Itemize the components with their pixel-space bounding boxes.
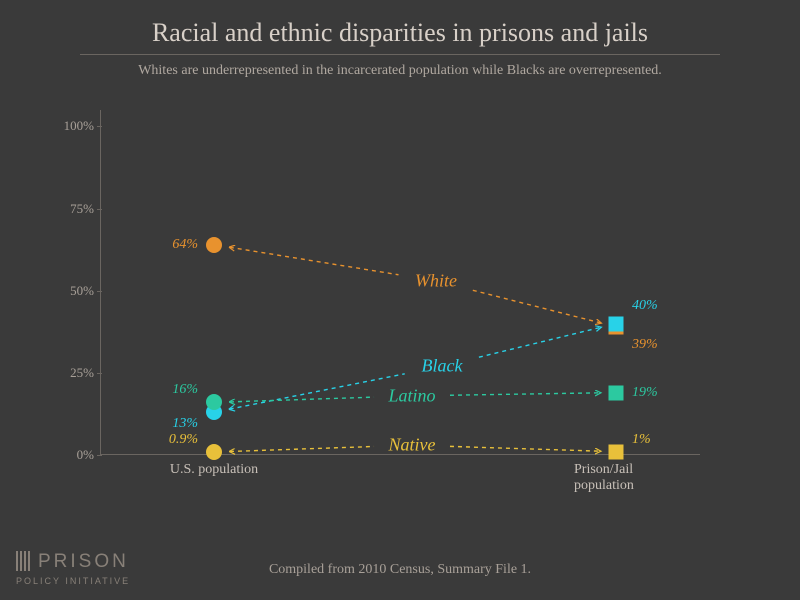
y-tick: 0% [50,447,94,463]
value-label: 40% [632,298,658,314]
value-label: 39% [632,337,658,353]
x-label: U.S. population [170,462,258,478]
marker-right-latino [609,385,624,400]
value-label: 0.9% [169,432,198,448]
y-tick: 50% [50,283,94,299]
marker-right-black [609,316,624,331]
slope-chart: 0%25%50%75%100%U.S. populationPrison/Jai… [100,110,700,490]
logo-bars-icon [16,551,32,575]
y-tick: 75% [50,201,94,217]
value-label: 1% [632,432,651,448]
logo-line2: POLICY INITIATIVE [16,577,130,586]
value-label: 64% [172,237,198,253]
chart-title: Racial and ethnic disparities in prisons… [0,0,800,48]
y-axis [100,110,101,455]
chart-subtitle: Whites are underrepresented in the incar… [0,63,800,79]
logo: PRISON POLICY INITIATIVE [16,551,130,586]
value-label: 16% [172,382,198,398]
plot-area: 0%25%50%75%100%U.S. populationPrison/Jai… [100,110,700,455]
value-label: 13% [172,416,198,432]
series-label-white: White [415,270,457,291]
marker-left-white [206,237,222,253]
series-label-native: Native [389,435,436,456]
series-label-latino: Latino [388,385,435,406]
logo-line1: PRISON [38,551,129,572]
marker-left-latino [206,394,222,410]
y-tick: 25% [50,365,94,381]
x-label: Prison/Jail population [574,462,658,494]
marker-left-native [206,444,222,460]
title-underline [80,54,720,55]
series-label-black: Black [422,356,463,377]
marker-right-native [609,444,624,459]
value-label: 19% [632,385,658,401]
y-tick: 100% [50,118,94,134]
